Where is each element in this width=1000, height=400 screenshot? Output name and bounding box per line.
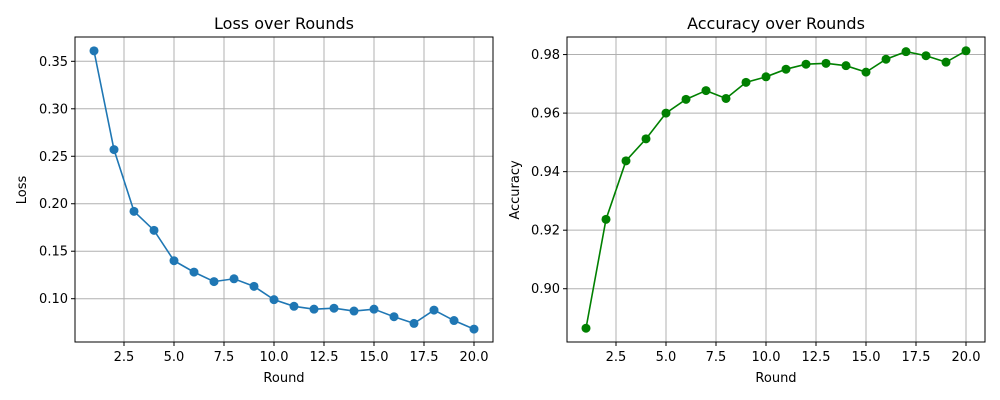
- loss-chart-title: Loss over Rounds: [214, 14, 354, 33]
- accuracy-data-point: [701, 86, 711, 96]
- accuracy-x-tick-label: 15.0: [852, 350, 881, 365]
- loss-data-point: [249, 281, 259, 291]
- loss-x-tick-label: 5.0: [164, 350, 185, 365]
- accuracy-x-tick-label: 10.0: [752, 350, 781, 365]
- loss-grid: [75, 37, 493, 342]
- loss-plot-frame: [74, 36, 494, 343]
- loss-chart: Loss over Rounds 2.5 5.0 7.5 10.0 12.5 15.0 17…: [15, 14, 494, 386]
- loss-x-tick-label: 12.5: [310, 350, 339, 365]
- accuracy-data-point: [881, 54, 891, 64]
- accuracy-data-point: [601, 214, 611, 224]
- loss-ticks: 2.5 5.0 7.5 10.0 12.5 15.0 17.5 20.0 0.10 0.15 0.2…: [39, 55, 488, 365]
- loss-data-point: [369, 304, 379, 314]
- accuracy-data-point: [681, 94, 691, 104]
- accuracy-data-point: [941, 57, 951, 67]
- loss-data-point: [89, 46, 99, 56]
- loss-data-point: [389, 312, 399, 322]
- accuracy-y-tick-label: 0.98: [531, 48, 560, 63]
- accuracy-y-axis-label: Accuracy: [508, 160, 523, 220]
- loss-x-axis-label: Round: [263, 371, 304, 386]
- loss-y-tick-label: 0.30: [39, 102, 68, 117]
- loss-x-tick-label: 15.0: [360, 350, 389, 365]
- accuracy-x-tick-label: 12.5: [802, 350, 831, 365]
- accuracy-data-point: [641, 134, 651, 144]
- accuracy-y-tick-label: 0.92: [531, 224, 560, 239]
- loss-x-tick-label: 20.0: [460, 350, 489, 365]
- loss-data-point: [149, 225, 159, 235]
- loss-y-tick-label: 0.10: [39, 292, 68, 307]
- accuracy-x-axis-label: Round: [755, 371, 796, 386]
- accuracy-x-tick-label: 2.5: [606, 350, 627, 365]
- loss-data-point: [409, 318, 419, 328]
- accuracy-data-point: [581, 323, 591, 333]
- accuracy-x-tick-label: 5.0: [656, 350, 677, 365]
- loss-data-point: [289, 301, 299, 311]
- loss-data-point: [429, 305, 439, 315]
- loss-data-point: [309, 304, 319, 314]
- accuracy-ticks: 2.5 5.0 7.5 10.0 12.5 15.0 17.5 20.0 0.90 0.92 0.9…: [531, 48, 980, 365]
- accuracy-chart-title: Accuracy over Rounds: [687, 14, 865, 33]
- loss-series: [89, 46, 479, 334]
- accuracy-data-point: [621, 156, 631, 166]
- loss-data-point: [349, 306, 359, 316]
- accuracy-data-point: [961, 46, 971, 56]
- loss-x-tick-label: 7.5: [214, 350, 235, 365]
- loss-data-point: [329, 303, 339, 313]
- loss-data-point: [169, 256, 179, 266]
- accuracy-series-line: [585, 50, 967, 329]
- loss-data-point: [449, 316, 459, 326]
- loss-data-point: [129, 206, 139, 216]
- accuracy-x-tick-label: 20.0: [952, 350, 981, 365]
- accuracy-data-point: [661, 108, 671, 118]
- loss-y-tick-label: 0.35: [39, 55, 68, 70]
- accuracy-data-point: [921, 51, 931, 61]
- accuracy-data-point: [901, 47, 911, 57]
- accuracy-y-tick-label: 0.90: [531, 282, 560, 297]
- loss-data-point: [229, 274, 239, 284]
- accuracy-data-point: [801, 59, 811, 69]
- loss-data-point: [209, 277, 219, 287]
- accuracy-data-point: [841, 61, 851, 71]
- loss-data-point: [109, 145, 119, 155]
- loss-data-point: [469, 324, 479, 334]
- accuracy-data-point: [781, 64, 791, 74]
- accuracy-chart: Accuracy over Rounds 2.5 5.0 7.5 10.0 12.5 15…: [508, 14, 986, 386]
- loss-y-tick-label: 0.20: [39, 197, 68, 212]
- loss-data-point: [269, 295, 279, 305]
- accuracy-data-point: [741, 77, 751, 87]
- loss-y-tick-label: 0.15: [39, 245, 68, 260]
- accuracy-plot-frame: [566, 36, 986, 343]
- accuracy-data-point: [761, 72, 771, 82]
- accuracy-y-tick-label: 0.94: [531, 165, 560, 180]
- loss-x-tick-label: 2.5: [114, 350, 135, 365]
- accuracy-data-point: [861, 67, 871, 77]
- loss-y-axis-label: Loss: [15, 176, 30, 205]
- loss-x-tick-label: 10.0: [260, 350, 289, 365]
- loss-data-point: [189, 267, 199, 277]
- accuracy-y-tick-label: 0.96: [531, 107, 560, 122]
- loss-y-tick-label: 0.25: [39, 150, 68, 165]
- loss-x-tick-label: 17.5: [410, 350, 439, 365]
- accuracy-series: [581, 46, 971, 333]
- accuracy-x-tick-label: 7.5: [706, 350, 727, 365]
- accuracy-data-point: [821, 58, 831, 68]
- accuracy-grid: [567, 37, 985, 342]
- accuracy-x-tick-label: 17.5: [902, 350, 931, 365]
- accuracy-data-point: [721, 93, 731, 103]
- loss-series-line: [93, 50, 475, 330]
